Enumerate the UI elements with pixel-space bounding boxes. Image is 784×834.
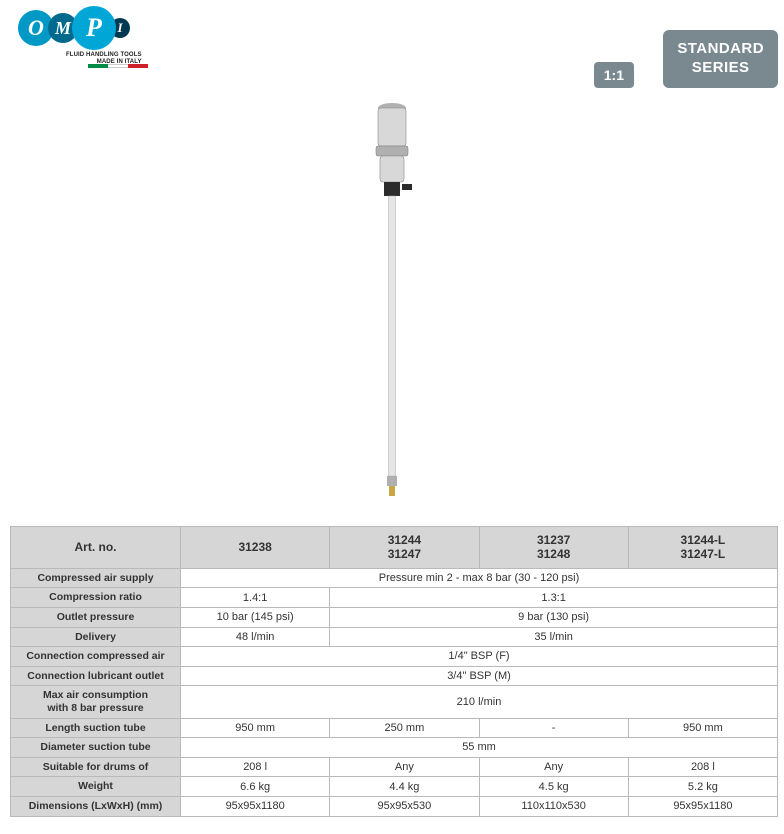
cell: Any [479, 757, 628, 777]
cell: 4.4 kg [330, 777, 479, 797]
spec-table-wrap: Art. no.312383124431247312373124831244-L… [10, 526, 778, 817]
cell: 95x95x1180 [628, 796, 777, 816]
row-label: Compression ratio [11, 588, 181, 608]
table-row: Outlet pressure10 bar (145 psi)9 bar (13… [11, 607, 778, 627]
cell: 4.5 kg [479, 777, 628, 797]
cell: 9 bar (130 psi) [330, 607, 778, 627]
flag-stripe-green [88, 64, 108, 68]
header-col-4: 31244-L31247-L [628, 527, 777, 569]
header-col-3: 3123731248 [479, 527, 628, 569]
table-row: Delivery48 l/min35 l/min [11, 627, 778, 647]
row-label: Length suction tube [11, 718, 181, 738]
series-badge: STANDARD SERIES [663, 30, 778, 88]
table-header-row: Art. no.312383124431247312373124831244-L… [11, 527, 778, 569]
cell: 110x110x530 [479, 796, 628, 816]
cell: 95x95x530 [330, 796, 479, 816]
cell: 1.3:1 [330, 588, 778, 608]
cell: 5.2 kg [628, 777, 777, 797]
header-art-no: 31238 [185, 540, 325, 554]
cell: 1.4:1 [181, 588, 330, 608]
row-label: Compressed air supply [11, 568, 181, 588]
spec-table: Art. no.312383124431247312373124831244-L… [10, 526, 778, 817]
spec-table-body: Art. no.312383124431247312373124831244-L… [11, 527, 778, 817]
row-label: Suitable for drums of [11, 757, 181, 777]
logo-tagline-1: FLUID HANDLING TOOLS [66, 52, 142, 59]
cell: 210 l/min [181, 686, 778, 718]
table-row: Diameter suction tube55 mm [11, 738, 778, 758]
ratio-badge: 1:1 [594, 62, 634, 88]
series-line1: STANDARD [677, 40, 764, 59]
cell: 208 l [628, 757, 777, 777]
pump-illustration-icon [362, 100, 422, 500]
logo-letter-p: P [72, 6, 116, 50]
header-art-no: 31237 [484, 533, 624, 547]
flag-stripe-red [128, 64, 148, 68]
cell: 950 mm [628, 718, 777, 738]
cell: 95x95x1180 [181, 796, 330, 816]
header-art-no: 31244-L [633, 533, 773, 547]
header-col-2: 3124431247 [330, 527, 479, 569]
product-image [0, 100, 784, 520]
header-art-no: 31248 [484, 547, 624, 561]
cell: 250 mm [330, 718, 479, 738]
header-art-no: 31244 [334, 533, 474, 547]
cell: 35 l/min [330, 627, 778, 647]
header-col-1: 31238 [181, 527, 330, 569]
cell: 6.6 kg [181, 777, 330, 797]
row-label: Max air consumptionwith 8 bar pressure [11, 686, 181, 718]
table-row: Compression ratio1.4:11.3:1 [11, 588, 778, 608]
brand-logo: O M P I FLUID HANDLING TOOLS MADE IN ITA… [18, 6, 142, 65]
series-line2: SERIES [677, 59, 764, 78]
table-row: Compressed air supplyPressure min 2 - ma… [11, 568, 778, 588]
italy-flag-icon [88, 64, 148, 68]
logo-circles: O M P I [18, 6, 142, 50]
table-row: Connection compressed air1/4" BSP (F) [11, 647, 778, 667]
row-label: Connection lubricant outlet [11, 666, 181, 686]
cell: Pressure min 2 - max 8 bar (30 - 120 psi… [181, 568, 778, 588]
header-label: Art. no. [11, 527, 181, 569]
row-label: Delivery [11, 627, 181, 647]
row-label: Weight [11, 777, 181, 797]
header-art-no: 31247 [334, 547, 474, 561]
flag-stripe-white [108, 64, 128, 68]
row-label: Connection compressed air [11, 647, 181, 667]
cell: 208 l [181, 757, 330, 777]
cell: 3/4" BSP (M) [181, 666, 778, 686]
row-label: Dimensions (LxWxH) (mm) [11, 796, 181, 816]
table-row: Length suction tube950 mm250 mm-950 mm [11, 718, 778, 738]
table-row: Dimensions (LxWxH) (mm)95x95x118095x95x5… [11, 796, 778, 816]
cell: Any [330, 757, 479, 777]
cell: 1/4" BSP (F) [181, 647, 778, 667]
cell: 950 mm [181, 718, 330, 738]
table-row: Weight6.6 kg4.4 kg4.5 kg5.2 kg [11, 777, 778, 797]
page-header: O M P I FLUID HANDLING TOOLS MADE IN ITA… [0, 0, 784, 95]
cell: 10 bar (145 psi) [181, 607, 330, 627]
table-row: Suitable for drums of208 lAnyAny208 l [11, 757, 778, 777]
row-label: Diameter suction tube [11, 738, 181, 758]
header-art-no: 31247-L [633, 547, 773, 561]
table-row: Max air consumptionwith 8 bar pressure21… [11, 686, 778, 718]
cell: 48 l/min [181, 627, 330, 647]
cell: - [479, 718, 628, 738]
cell: 55 mm [181, 738, 778, 758]
row-label: Outlet pressure [11, 607, 181, 627]
table-row: Connection lubricant outlet3/4" BSP (M) [11, 666, 778, 686]
